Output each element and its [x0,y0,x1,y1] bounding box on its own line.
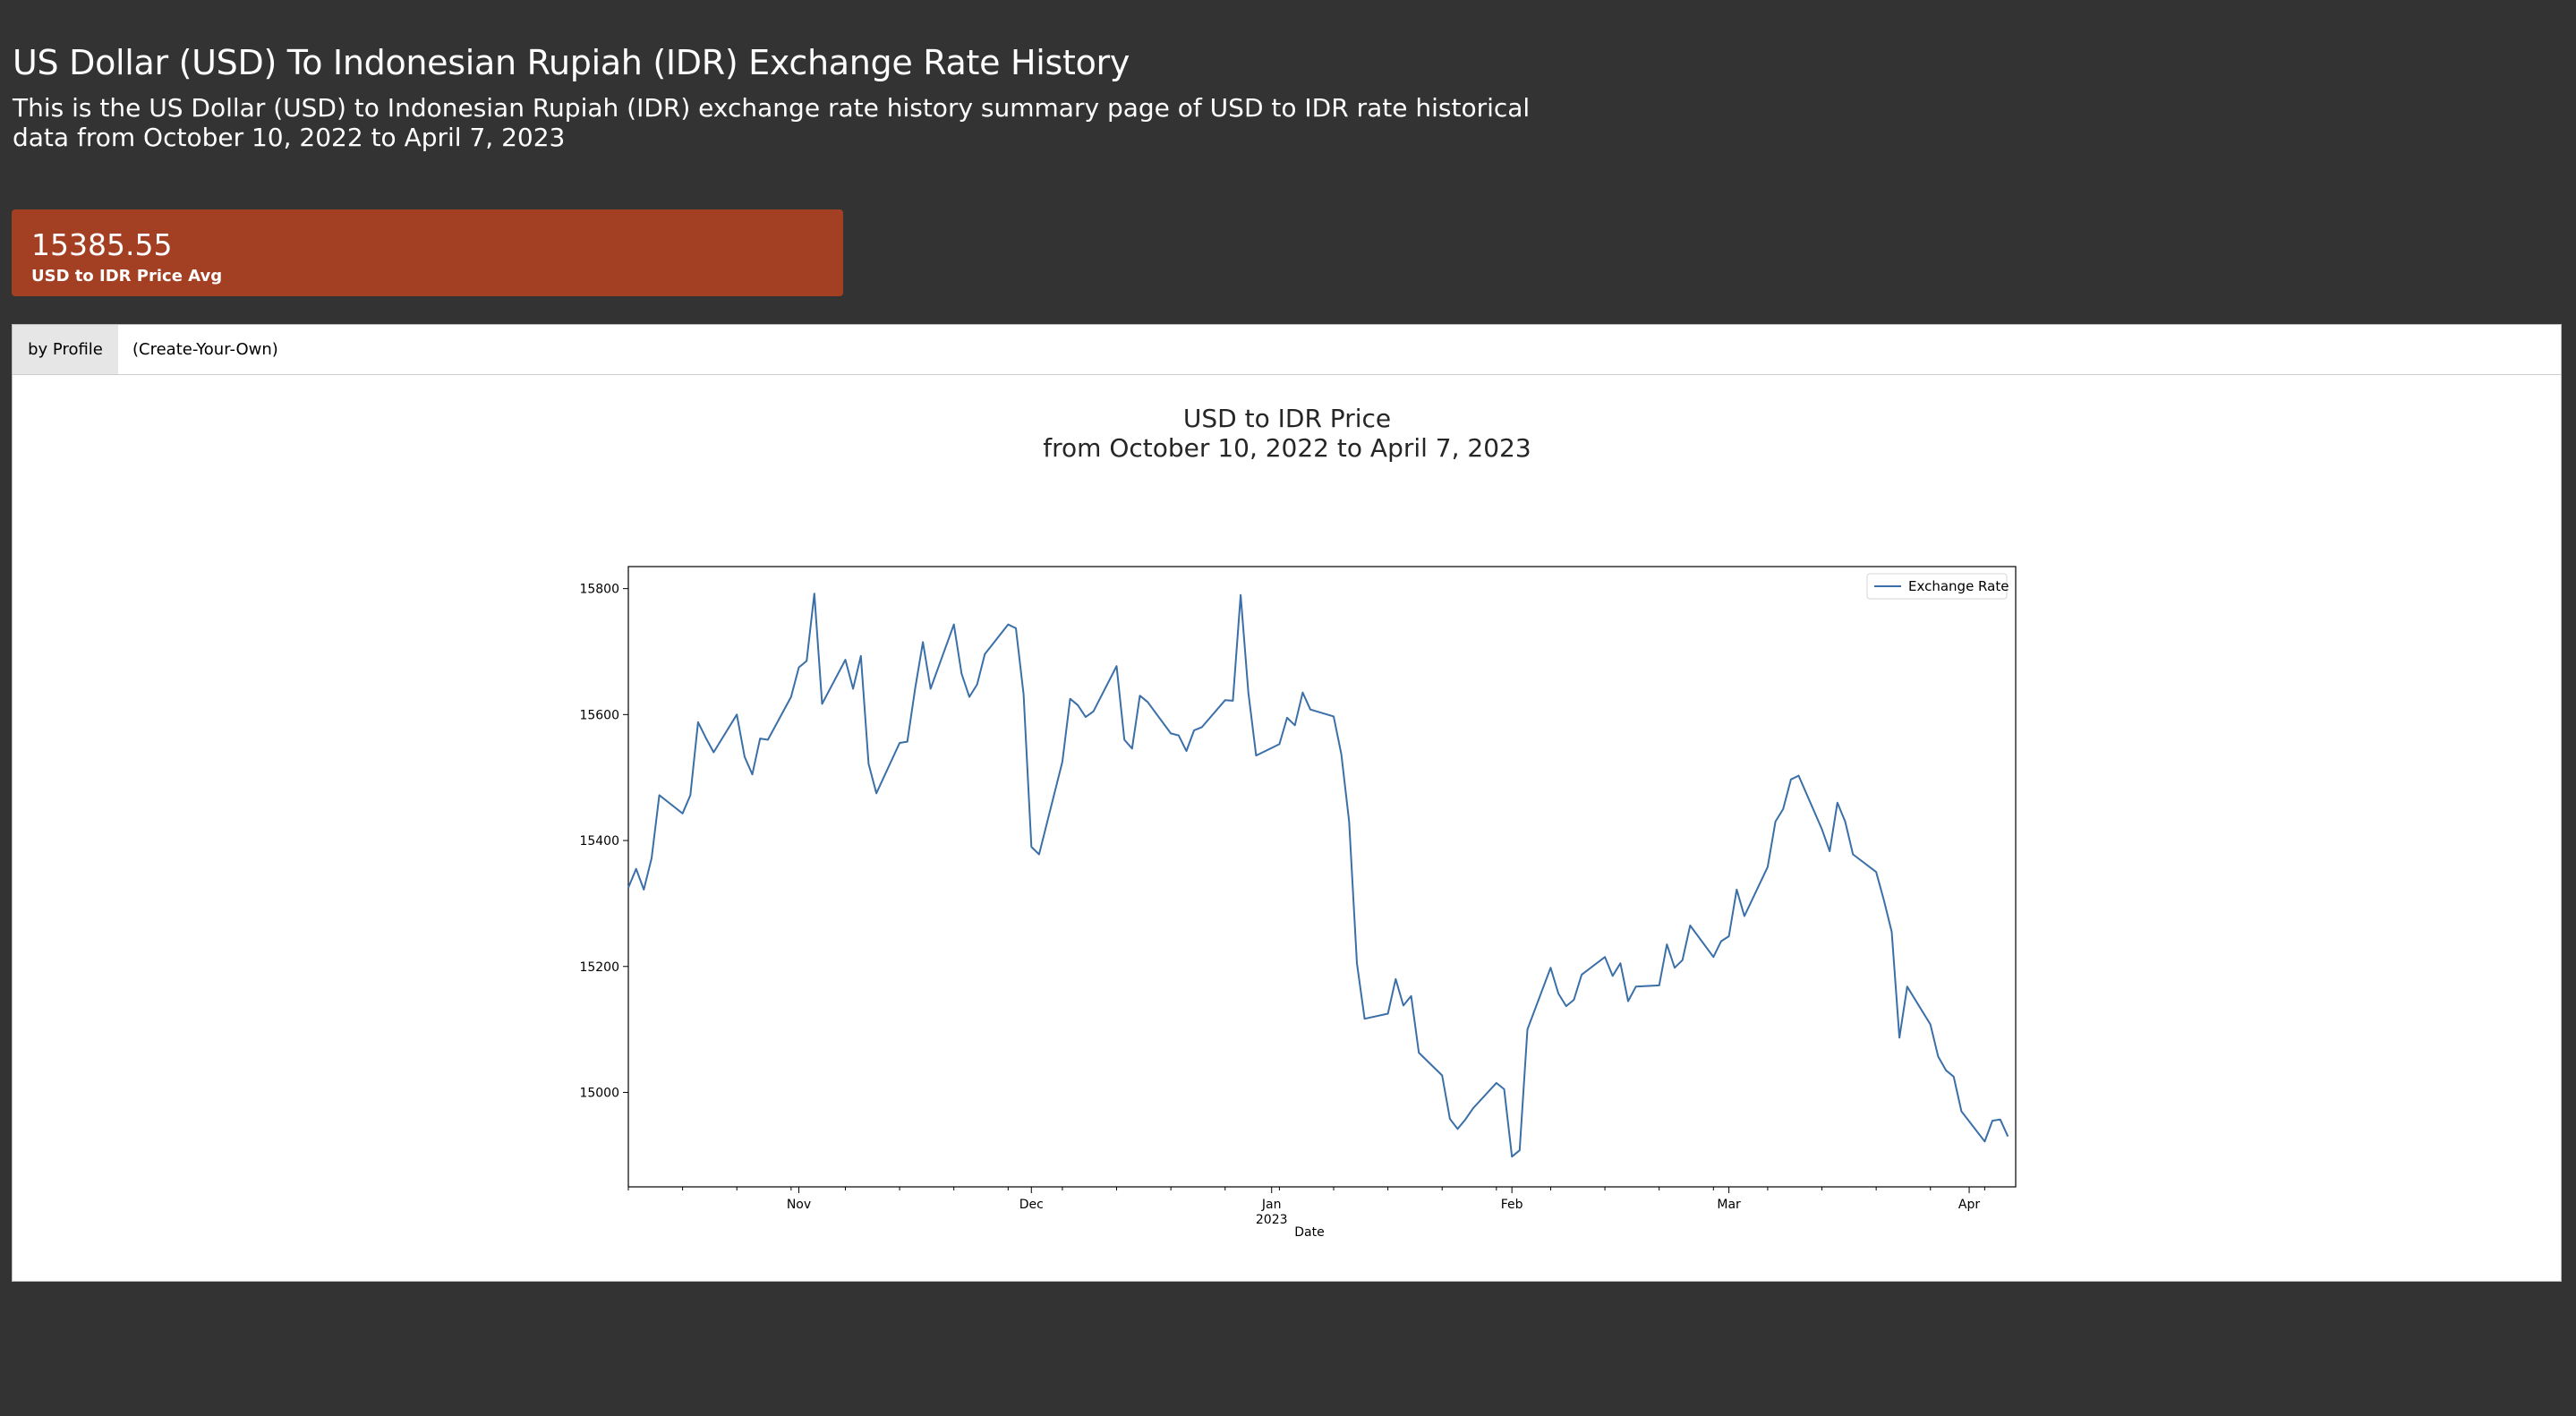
x-tick-label: Apr [1958,1198,1980,1212]
series-line-exchange-rate [627,593,2009,1158]
chart-panel: by Profile (Create-Your-Own) USD to IDR … [12,324,2562,1282]
y-tick-label: 15400 [579,834,619,849]
x-tick-label: Feb [1501,1198,1523,1212]
tab-bar: by Profile (Create-Your-Own) [13,325,2561,375]
x-tick-label: Nov [787,1198,811,1212]
average-price-label: USD to IDR Price Avg [31,267,223,286]
y-tick-label: 15800 [579,583,619,597]
page-subtitle: This is the US Dollar (USD) to Indonesia… [13,93,1531,152]
x-tick-sublabel: 2023 [1256,1213,1288,1227]
x-tick-label: Jan [1261,1198,1282,1212]
tab-create-your-own[interactable]: (Create-Your-Own) [132,340,278,359]
x-axis-label: Date [1294,1225,1324,1240]
average-price-card: 15385.55 USD to IDR Price Avg [12,209,843,296]
y-tick-label: 15000 [579,1086,619,1100]
x-tick-label: Mar [1717,1198,1741,1212]
chart-title-line-2: from October 10, 2022 to April 7, 2023 [1043,433,1531,463]
y-tick-label: 15200 [579,960,619,975]
legend-label: Exchange Rate [1908,578,2009,594]
page-title: US Dollar (USD) To Indonesian Rupiah (ID… [13,43,1130,82]
y-tick-label: 15600 [579,708,619,722]
chart-title-line-1: USD to IDR Price [1183,404,1391,433]
exchange-rate-chart: USD to IDR Price from October 10, 2022 t… [579,404,2017,1240]
legend-box [1866,573,2008,600]
average-price-value: 15385.55 [31,227,173,262]
x-tick-label: Dec [1019,1198,1044,1212]
tab-by-profile[interactable]: by Profile [13,325,118,374]
plot-frame [627,566,2017,1188]
